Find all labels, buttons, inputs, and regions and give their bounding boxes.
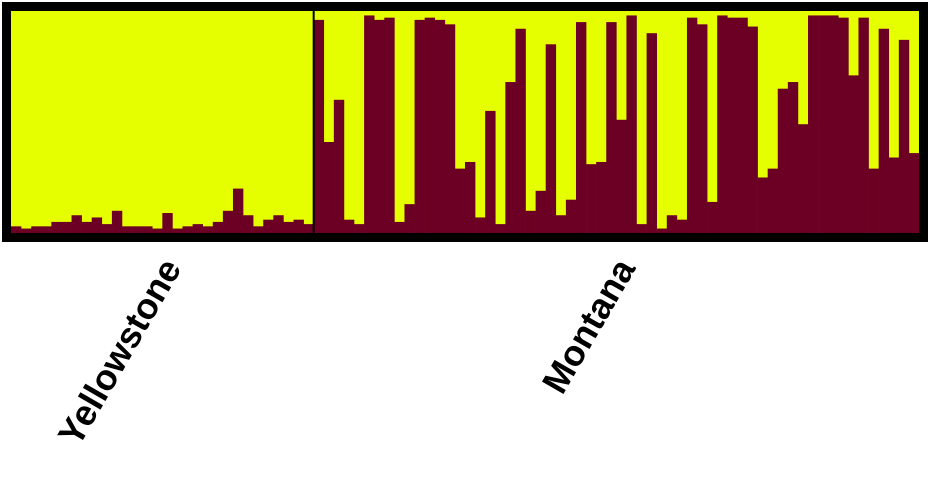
bar-montana-10 [404, 204, 415, 233]
bar-yellowstone-28 [283, 221, 294, 233]
bar-montana-24 [545, 44, 557, 233]
bar-montana-28 [586, 164, 597, 233]
bar-montana-43 [737, 17, 748, 233]
bar-yellowstone-4 [41, 226, 52, 233]
group-label-yellowstone: Yellowstone [50, 251, 190, 452]
bar-yellowstone-29 [293, 219, 304, 233]
bar-yellowstone-6 [61, 221, 72, 233]
bar-montana-25 [555, 215, 567, 233]
bar-montana-3 [333, 99, 345, 233]
bar-yellowstone-1 [11, 226, 22, 233]
bar-montana-12 [424, 17, 436, 233]
bar-montana-36 [666, 215, 678, 233]
bar-montana-39 [697, 24, 708, 233]
bar-yellowstone-3 [31, 226, 42, 233]
bar-yellowstone-24 [243, 215, 254, 233]
bar-yellowstone-15 [152, 228, 163, 233]
bar-montana-52 [828, 15, 839, 233]
group-label-montana: Montana [534, 251, 644, 401]
bar-yellowstone-18 [182, 226, 193, 233]
bar-montana-34 [646, 33, 657, 234]
bar-yellowstone-16 [162, 213, 173, 233]
bar-montana-17 [475, 217, 486, 233]
bar-montana-16 [465, 161, 476, 233]
bar-montana-50 [808, 15, 819, 233]
bar-montana-35 [656, 228, 668, 233]
bar-yellowstone-25 [253, 226, 264, 233]
bar-yellowstone-7 [71, 215, 82, 233]
bar-montana-33 [636, 224, 647, 233]
bar-yellowstone-26 [263, 219, 274, 233]
bar-yellowstone-10 [101, 224, 113, 233]
bar-montana-49 [797, 124, 809, 233]
bar-montana-51 [818, 15, 829, 233]
bar-montana-31 [616, 119, 627, 233]
bar-montana-9 [394, 221, 405, 233]
bar-montana-32 [626, 15, 637, 233]
bar-yellowstone-21 [212, 221, 224, 233]
bar-montana-22 [525, 210, 536, 233]
bar-yellowstone-19 [192, 224, 203, 233]
bar-montana-7 [374, 19, 385, 233]
bar-yellowstone-14 [142, 226, 153, 233]
bar-montana-48 [787, 82, 799, 233]
bar-yellowstone-27 [273, 215, 284, 233]
bar-montana-42 [727, 17, 738, 233]
bar-montana-55 [858, 17, 869, 233]
bar-montana-14 [444, 24, 456, 233]
bar-montana-8 [384, 17, 395, 233]
bar-montana-11 [414, 19, 425, 233]
bar-yellowstone-12 [121, 226, 133, 233]
bars-layer [11, 11, 920, 234]
bar-yellowstone-11 [111, 210, 123, 233]
bar-yellowstone-2 [21, 228, 32, 233]
bar-montana-23 [535, 190, 547, 233]
bar-montana-58 [888, 157, 900, 233]
bar-yellowstone-23 [232, 188, 244, 233]
bar-montana-13 [434, 19, 446, 233]
bar-montana-4 [343, 219, 355, 233]
bar-montana-40 [707, 201, 718, 233]
bar-montana-18 [485, 110, 496, 233]
bar-montana-46 [767, 168, 779, 233]
bar-yellowstone-20 [202, 226, 214, 233]
bar-montana-2 [323, 141, 335, 233]
bar-montana-44 [747, 26, 758, 233]
bar-montana-5 [354, 224, 365, 233]
bar-yellowstone-13 [132, 226, 143, 233]
bar-yellowstone-8 [81, 221, 93, 233]
bar-montana-38 [686, 17, 698, 233]
bar-montana-59 [898, 39, 910, 233]
bar-montana-6 [364, 15, 375, 233]
bar-montana-20 [505, 82, 516, 233]
bar-montana-15 [454, 168, 466, 233]
bar-montana-27 [575, 22, 587, 233]
bar-montana-29 [596, 161, 607, 233]
bar-yellowstone-9 [91, 217, 103, 233]
bar-montana-45 [757, 177, 768, 233]
bar-montana-53 [838, 17, 849, 233]
bar-montana-60 [908, 153, 920, 233]
bar-montana-1 [313, 19, 325, 233]
bar-montana-26 [565, 199, 577, 233]
bar-montana-21 [515, 28, 526, 234]
bar-yellowstone-17 [172, 228, 183, 233]
bar-montana-47 [777, 88, 789, 233]
bar-yellowstone-5 [51, 221, 62, 233]
bar-yellowstone-30 [303, 224, 314, 233]
bar-montana-41 [717, 15, 728, 233]
group-labels: Yellowstone Montana [50, 251, 644, 453]
bar-montana-30 [606, 22, 617, 233]
bar-montana-54 [848, 75, 859, 233]
bar-yellowstone-22 [222, 210, 234, 233]
bar-montana-19 [495, 224, 506, 233]
bar-montana-56 [868, 168, 879, 233]
bar-montana-37 [676, 219, 688, 233]
bar-montana-57 [878, 28, 890, 234]
